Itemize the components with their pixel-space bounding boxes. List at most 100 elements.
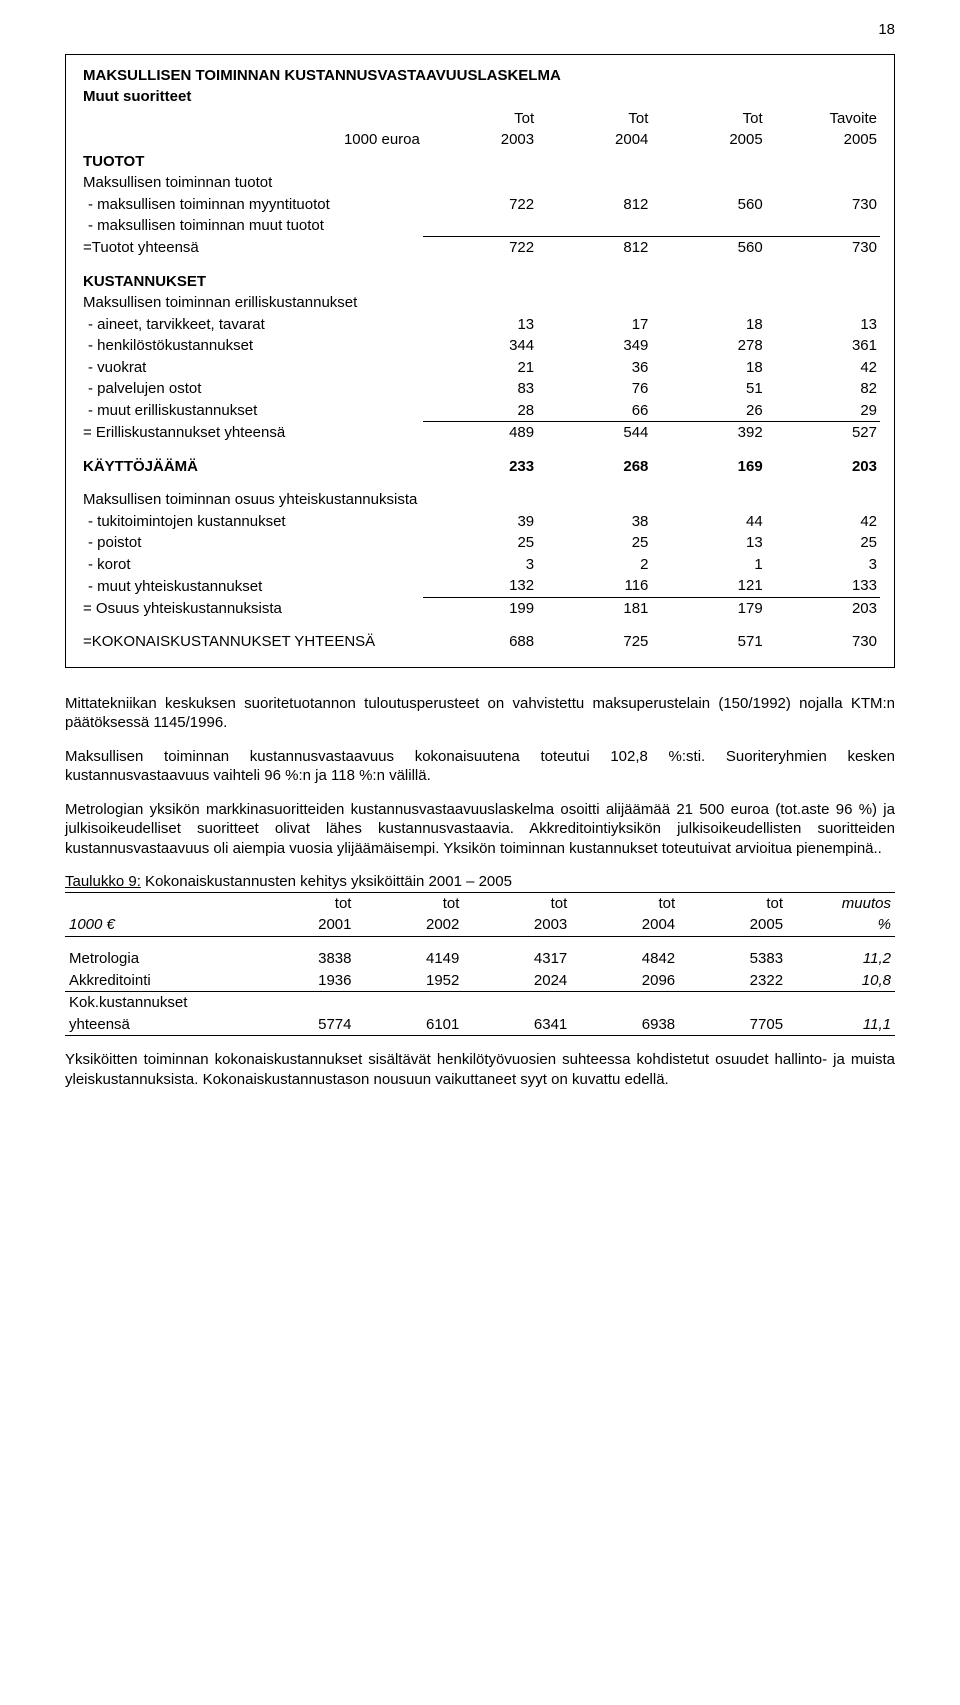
cell: 76	[537, 378, 651, 400]
table9-caption: Taulukko 9: Kokonaiskustannusten kehitys…	[65, 872, 895, 892]
cell: 2024	[463, 970, 571, 992]
cell: 29	[766, 400, 880, 422]
cell: 730	[766, 237, 880, 259]
cell: 361	[766, 335, 880, 357]
paragraph-1: Mittatekniikan keskuksen suoritetuotanno…	[65, 694, 895, 733]
section-hdr: KUSTANNUKSET	[80, 271, 880, 293]
row-label: - palvelujen ostot	[80, 378, 423, 400]
cell: 13	[423, 314, 537, 336]
cell: 6938	[571, 1014, 679, 1036]
row-label: Maksullisen toiminnan erilliskustannukse…	[80, 292, 880, 314]
row-label: - maksullisen toiminnan myyntituotot	[80, 194, 423, 216]
row-label: - tukitoimintojen kustannukset	[80, 511, 423, 533]
row-label: - poistot	[80, 532, 423, 554]
row-label: Akkreditointi	[65, 970, 248, 992]
table9-box: tot tot tot tot tot muutos 1000 € 2001 2…	[65, 892, 895, 1037]
paragraph-3: Metrologian yksikön markkinasuoritteiden…	[65, 800, 895, 859]
cell: 36	[537, 357, 651, 379]
row-label: - korot	[80, 554, 423, 576]
hdr-cell	[65, 893, 248, 915]
cell: 544	[537, 422, 651, 444]
cell: 133	[766, 575, 880, 597]
page-number: 18	[65, 20, 895, 40]
hdr-cell: 2004	[571, 914, 679, 936]
hdr-cell: %	[787, 914, 895, 936]
hdr-cell: tot	[571, 893, 679, 915]
cell: 2	[537, 554, 651, 576]
cell: 83	[423, 378, 537, 400]
cell: 38	[537, 511, 651, 533]
cell: 10,8	[787, 970, 895, 992]
hdr-cell: 2002	[355, 914, 463, 936]
box-title-2: Muut suoritteet	[80, 86, 880, 108]
cell: 82	[766, 378, 880, 400]
cell: 203	[766, 456, 880, 478]
row-label: Maksullisen toiminnan tuotot	[80, 172, 880, 194]
cell: 169	[651, 456, 765, 478]
year-hdr: 2004	[537, 129, 651, 151]
cell: 812	[537, 237, 651, 259]
cell: 2096	[571, 970, 679, 992]
hdr-cell: tot	[463, 893, 571, 915]
row-label: Maksullisen toiminnan osuus yhteiskustan…	[80, 489, 880, 511]
cell: 1936	[248, 970, 356, 992]
hdr-cell: 2001	[248, 914, 356, 936]
row-label: KÄYTTÖJÄÄMÄ	[80, 456, 423, 478]
cell: 13	[766, 314, 880, 336]
cell: 3838	[248, 948, 356, 970]
cell: 179	[651, 597, 765, 619]
col-hdr: Tavoite	[766, 108, 880, 130]
row-label: - muut erilliskustannukset	[80, 400, 423, 422]
cell: 11,2	[787, 948, 895, 970]
box-title-1: MAKSULLISEN TOIMINNAN KUSTANNUSVASTAAVUU…	[80, 65, 880, 87]
cell: 730	[766, 631, 880, 653]
row-label: = Erilliskustannukset yhteensä	[80, 422, 423, 444]
hdr-cell: tot	[679, 893, 787, 915]
year-hdr: 2003	[423, 129, 537, 151]
cell: 11,1	[787, 1014, 895, 1036]
cell: 722	[423, 237, 537, 259]
sum-label: Kok.kustannukset	[65, 992, 895, 1014]
cell: 4842	[571, 948, 679, 970]
cell: 25	[537, 532, 651, 554]
cell: 26	[651, 400, 765, 422]
cell: 725	[537, 631, 651, 653]
cell: 44	[651, 511, 765, 533]
cell: 18	[651, 357, 765, 379]
cell: 6341	[463, 1014, 571, 1036]
cell: 1952	[355, 970, 463, 992]
cell: 527	[766, 422, 880, 444]
cell: 392	[651, 422, 765, 444]
cell: 571	[651, 631, 765, 653]
cell: 688	[423, 631, 537, 653]
row-label: =KOKONAISKUSTANNUKSET YHTEENSÄ	[80, 631, 423, 653]
cell: 5383	[679, 948, 787, 970]
row-label: = Osuus yhteiskustannuksista	[80, 597, 423, 619]
cell: 25	[423, 532, 537, 554]
row-label: Metrologia	[65, 948, 248, 970]
hdr-cell: 2003	[463, 914, 571, 936]
cell: 203	[766, 597, 880, 619]
cell: 66	[537, 400, 651, 422]
paragraph-4: Yksiköitten toiminnan kokonaiskustannuks…	[65, 1050, 895, 1089]
cell: 730	[766, 194, 880, 216]
cell: 42	[766, 511, 880, 533]
col-hdr: Tot	[423, 108, 537, 130]
cell: 13	[651, 532, 765, 554]
cell: 268	[537, 456, 651, 478]
hdr-cell: 1000 €	[65, 914, 248, 936]
col-hdr: Tot	[651, 108, 765, 130]
cell: 5774	[248, 1014, 356, 1036]
row-label: - vuokrat	[80, 357, 423, 379]
cell: 7705	[679, 1014, 787, 1036]
cell: 3	[423, 554, 537, 576]
cell: 181	[537, 597, 651, 619]
cell: 1	[651, 554, 765, 576]
cell: 560	[651, 194, 765, 216]
cost-table-box: MAKSULLISEN TOIMINNAN KUSTANNUSVASTAAVUU…	[65, 54, 895, 668]
cell: 349	[537, 335, 651, 357]
cell: 722	[423, 194, 537, 216]
cell: 121	[651, 575, 765, 597]
cell: 21	[423, 357, 537, 379]
cell: 199	[423, 597, 537, 619]
